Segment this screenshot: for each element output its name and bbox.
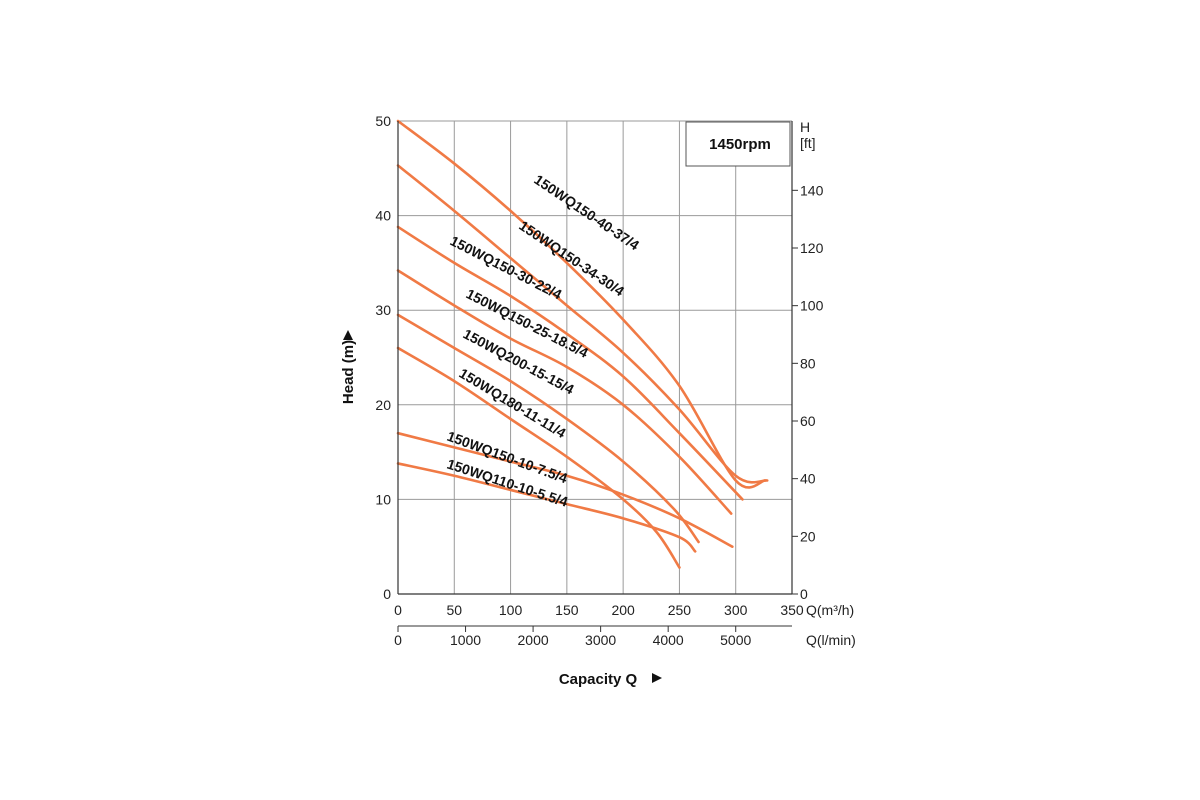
y-tick-label: 40 — [375, 208, 391, 224]
curves — [396, 119, 769, 569]
x2-tick-label: 0 — [394, 632, 402, 648]
speed-box — [685, 121, 791, 167]
right-axis-unit-h: H — [800, 119, 810, 135]
x-tick-label: 50 — [446, 602, 462, 618]
series-curve — [396, 225, 744, 501]
y-tick-label: 10 — [375, 491, 391, 507]
y-tick-label: 50 — [375, 113, 391, 129]
y2-tick-label: 120 — [800, 240, 824, 256]
y2-tick-label: 100 — [800, 298, 824, 314]
x2-tick-label: 1000 — [450, 632, 481, 648]
x-tick-label: 350 — [780, 602, 804, 618]
series-curve — [396, 346, 681, 569]
x-tick-label: 150 — [555, 602, 579, 618]
right-axis-unit-ft: [ft] — [800, 135, 816, 151]
y-axis-title: Head (m) — [340, 340, 357, 404]
x-tick-label: 100 — [499, 602, 523, 618]
x2-axis-unit: Q(l/min) — [806, 632, 856, 648]
x-tick-label: 250 — [668, 602, 692, 618]
curve-labels: 150WQ150-40-37/4150WQ150-34-30/4150WQ150… — [445, 171, 642, 510]
x2-tick-label: 4000 — [653, 632, 684, 648]
x2-tick-label: 3000 — [585, 632, 616, 648]
x-axis-arrow-icon — [652, 673, 662, 683]
x-axis-unit: Q(m³/h) — [806, 602, 854, 618]
y2-tick-label: 20 — [800, 528, 816, 544]
series-curve — [396, 462, 697, 553]
y-axis-arrow-icon — [343, 330, 353, 340]
grid — [397, 120, 793, 595]
x-axis-title: Capacity Q — [559, 671, 638, 688]
y-tick-label: 20 — [375, 397, 391, 413]
y-tick-label: 0 — [383, 586, 391, 602]
x2-tick-label: 5000 — [720, 632, 751, 648]
y2-tick-label: 60 — [800, 413, 816, 429]
x2-tick-label: 2000 — [518, 632, 549, 648]
series-curve — [396, 431, 734, 548]
speed-label: 1450rpm — [709, 136, 771, 153]
y2-tick-label: 0 — [800, 586, 808, 602]
x-tick-label: 0 — [394, 602, 402, 618]
series-curve — [396, 164, 769, 484]
series-curve — [396, 269, 733, 515]
x-tick-label: 200 — [611, 602, 635, 618]
series-curve — [396, 313, 700, 544]
y2-tick-label: 80 — [800, 355, 816, 371]
y-tick-label: 30 — [375, 302, 391, 318]
x-tick-label: 300 — [724, 602, 748, 618]
y2-tick-label: 40 — [800, 471, 816, 487]
y2-tick-label: 140 — [800, 182, 824, 198]
